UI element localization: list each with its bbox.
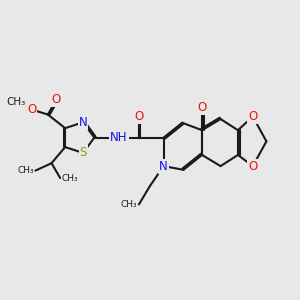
Text: NH: NH <box>110 131 128 144</box>
Text: O: O <box>197 101 207 114</box>
Text: O: O <box>134 110 143 123</box>
Text: CH₃: CH₃ <box>6 97 25 107</box>
Text: O: O <box>248 160 257 172</box>
Text: CH₃: CH₃ <box>61 173 78 182</box>
Text: N: N <box>79 116 88 129</box>
Text: N: N <box>159 160 168 172</box>
Text: CH₃: CH₃ <box>18 166 34 175</box>
Text: S: S <box>80 146 87 159</box>
Text: O: O <box>52 93 61 106</box>
Text: O: O <box>11 96 20 109</box>
Text: CH₃: CH₃ <box>121 200 138 209</box>
Text: O: O <box>248 110 257 123</box>
Text: O: O <box>27 103 36 116</box>
